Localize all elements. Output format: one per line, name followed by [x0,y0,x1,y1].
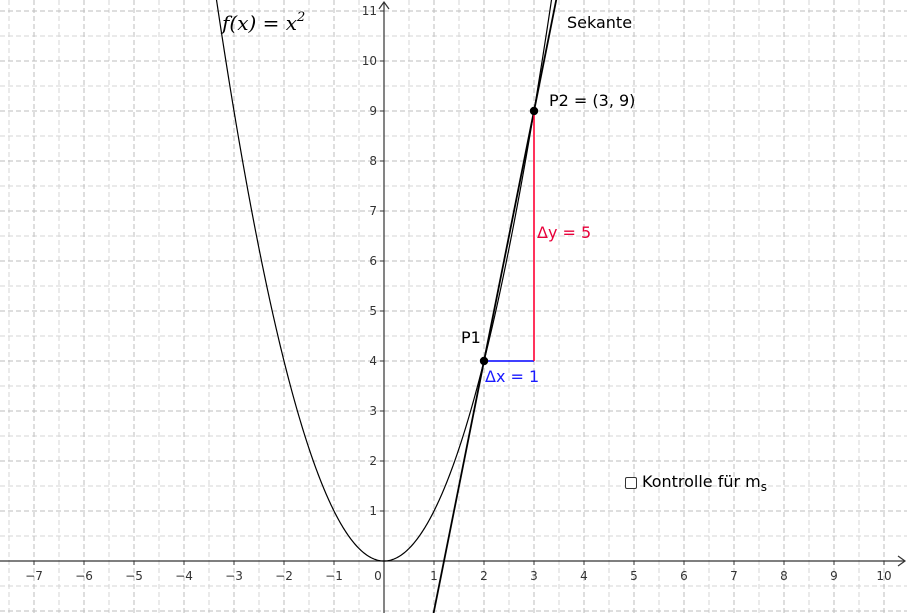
secant-label: Sekante [567,13,632,32]
x-tick-label: 6 [680,569,688,583]
x-tick-label: −5 [125,569,143,583]
checkbox-label-text: Kontrolle für m [642,472,761,491]
function-label-text: f(x) = x [220,11,297,35]
point-p1 [479,356,489,366]
x-tick-label: 8 [780,569,788,583]
y-tick-label: 2 [369,454,377,468]
x-tick-label: 4 [580,569,588,583]
checkbox-label-sub: s [760,480,768,495]
y-tick-label: 1 [369,504,377,518]
x-tick-label: −1 [325,569,343,583]
x-tick-label: −7 [25,569,43,583]
point-p1-label: P1 [461,328,481,347]
x-tick-label: −2 [275,569,293,583]
x-tick-label: −3 [225,569,243,583]
x-tick-labels: −7 −6 −5 −4 −3 −2 −1 0 1 2 3 4 5 6 7 8 9 10 [25,569,891,583]
y-tick-label: 5 [369,304,377,318]
delta-x-label: Δx = 1 [485,367,539,386]
y-tick-label: 3 [369,404,377,418]
x-tick-label: 1 [430,569,438,583]
x-tick-label: 5 [630,569,638,583]
x-tick-label: −4 [175,569,193,583]
kontrolle-checkbox[interactable]: Kontrolle für ms [625,472,767,494]
y-tick-labels: 1 2 3 4 5 6 7 8 9 10 11 [362,4,377,518]
function-label: f(x) = x2 [220,10,305,35]
x-tick-label: 0 [374,569,382,583]
plots [215,0,558,613]
x-tick-label: 9 [830,569,838,583]
x-tick-label: 3 [530,569,538,583]
x-tick-label: −6 [75,569,93,583]
x-tick-label: 2 [480,569,488,583]
point-p2-label: P2 = (3, 9) [549,91,635,110]
delta-y-label: Δy = 5 [537,223,591,242]
checkbox-square[interactable] [625,477,637,490]
secant-line [432,0,558,613]
checkbox-label: Kontrolle für ms [642,472,767,494]
point-p2 [529,106,539,116]
function-label-exponent: 2 [296,10,305,25]
x-tick-label: 10 [876,569,891,583]
y-axis-arrow [378,0,390,10]
y-tick-label: 8 [369,154,377,168]
y-tick-label: 11 [362,4,377,18]
y-tick-label: 7 [369,204,377,218]
parabola-curve [215,0,553,562]
y-tick-label: 10 [362,54,377,68]
y-tick-label: 6 [369,254,377,268]
y-tick-label: 4 [369,354,377,368]
x-axis-arrow [897,555,907,567]
x-tick-label: 7 [730,569,738,583]
labels: f(x) = x2 Sekante P2 = (3, 9) P1 Δy = 5 … [220,10,635,386]
y-tick-label: 9 [369,104,377,118]
